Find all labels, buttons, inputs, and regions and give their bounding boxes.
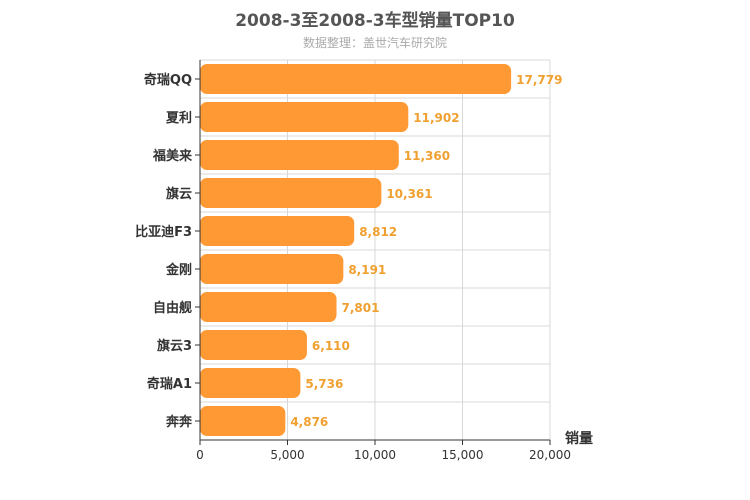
bar-value-label: 8,191 <box>348 263 386 277</box>
x-tick-label: 15,000 <box>442 448 484 462</box>
bar <box>200 406 286 436</box>
bar <box>200 216 355 246</box>
y-tick-label: 奇瑞A1 <box>147 376 192 392</box>
bar <box>200 254 344 284</box>
bar-value-label: 11,902 <box>413 111 459 125</box>
x-tick-label: 20,000 <box>529 448 571 462</box>
bar <box>200 292 337 322</box>
bar-value-label: 6,110 <box>312 339 350 353</box>
bar <box>200 140 399 170</box>
y-tick-label: 旗云 <box>166 186 192 202</box>
axes: 0 5,000 10,000 15,000 20,000 奇瑞QQ 夏利福美来旗云比亚迪F3… <box>135 60 571 462</box>
chart-title: 2008-3至2008-3车型销量TOP10 <box>235 11 515 31</box>
bar-value-label: 10,361 <box>386 187 432 201</box>
bar-value-label: 17,779 <box>516 73 562 87</box>
y-tick-label: 福美来 <box>152 148 193 164</box>
x-tick-label: 10,000 <box>354 448 396 462</box>
y-tick-label: 金刚 <box>165 262 192 278</box>
bar <box>200 178 382 208</box>
y-tick-label: 自由舰 <box>153 300 192 316</box>
x-axis-title: 销量 <box>565 430 593 447</box>
y-tick-label: 奇瑞QQ <box>144 72 192 88</box>
bar <box>200 102 409 132</box>
y-tick-label: 夏利 <box>165 110 192 126</box>
bar-value-label: 4,876 <box>290 415 328 429</box>
bar <box>200 368 301 398</box>
y-tick-label: 比亚迪F3 <box>135 224 192 240</box>
bar-value-label: 8,812 <box>359 225 397 239</box>
y-tick-label: 旗云3 <box>157 338 192 354</box>
bar-value-label: 5,736 <box>305 377 343 391</box>
bar-value-label: 11,360 <box>404 149 450 163</box>
x-tick-label: 0 <box>196 448 204 462</box>
bar-value-label: 7,801 <box>342 301 380 315</box>
bar-series: 17,779 11,902 11,360 10,361 8,812 8,191 7,801 6… <box>200 64 562 436</box>
bar <box>200 330 307 360</box>
x-tick-label: 5,000 <box>270 448 304 462</box>
y-tick-label: 奔奔 <box>165 414 193 430</box>
chart-subtitle: 数据整理：盖世汽车研究院 <box>302 36 447 50</box>
bar <box>200 64 512 94</box>
